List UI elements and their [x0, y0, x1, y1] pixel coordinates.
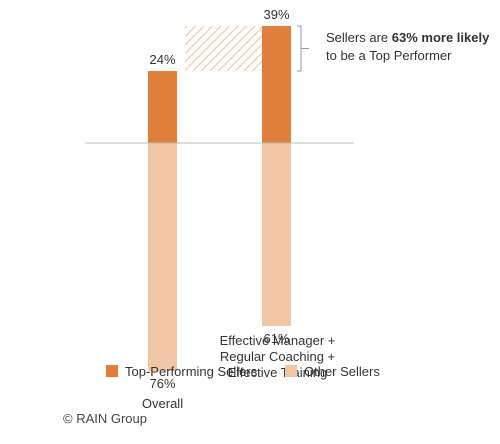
annotation-line-1: Sellers are 63% more likely — [326, 30, 490, 45]
legend-label-0: Top-Performing Sellers — [125, 364, 258, 379]
legend-label-1: Other Sellers — [304, 364, 380, 379]
category-label-line: Effective Training — [228, 365, 327, 380]
legend-swatch-1 — [285, 365, 297, 377]
category-label-0: Overall — [142, 396, 183, 411]
other-sellers-bar-1 — [262, 143, 291, 326]
difference-hatch — [185, 26, 262, 71]
category-label-line: Overall — [142, 396, 183, 411]
other-sellers-value-label-0: 76% — [149, 376, 175, 391]
top-performer-value-label-1: 39% — [263, 7, 289, 22]
top-performer-bar-0 — [148, 71, 177, 143]
other-sellers-bar-0 — [148, 143, 177, 371]
top-performer-bar-1 — [262, 26, 291, 143]
other-sellers-value-label-1: 61% — [263, 331, 289, 346]
legend-swatch-0 — [106, 365, 118, 377]
copyright-text: © RAIN Group — [63, 411, 147, 426]
top-performer-value-label-0: 24% — [149, 52, 175, 67]
category-label-line: Regular Coaching + — [220, 349, 335, 364]
category-label-line: Effective Manager + — [220, 333, 336, 348]
category-label-1: Effective Manager + Regular Coaching + Eff… — [220, 333, 336, 380]
annotation-line-2: to be a Top Performer — [326, 48, 452, 63]
difference-bracket — [297, 25, 302, 72]
